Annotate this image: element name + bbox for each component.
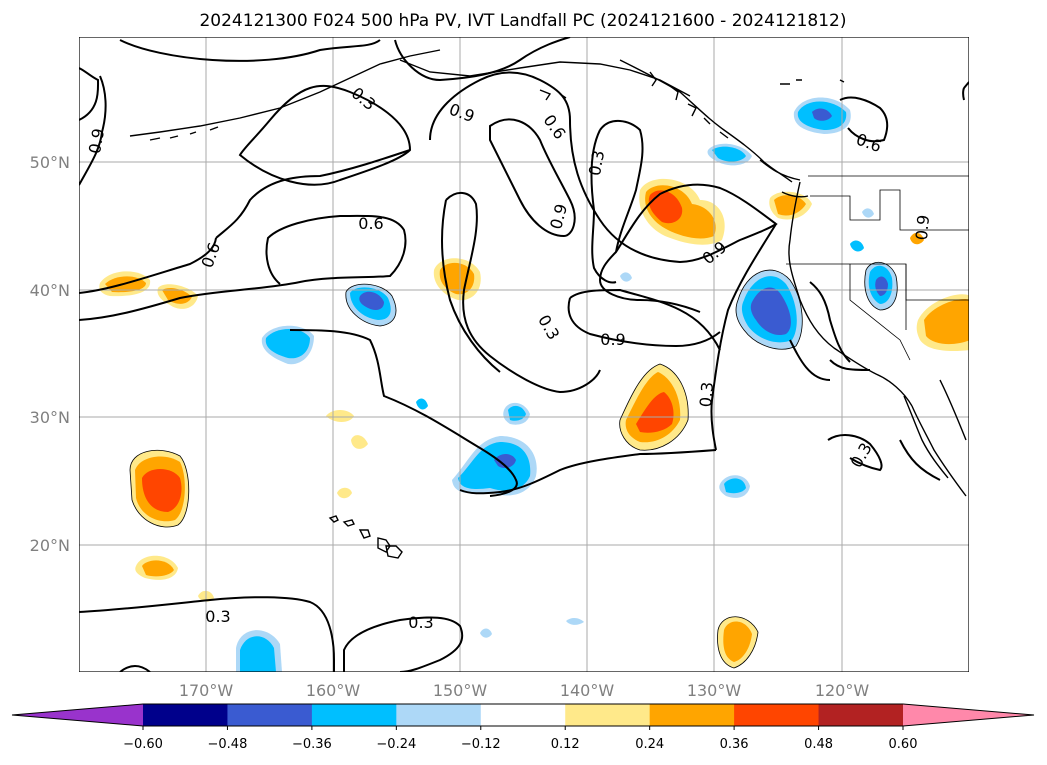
negative-anomaly xyxy=(864,262,898,310)
lon-label: 170°W xyxy=(179,681,234,700)
lat-label: 20°N xyxy=(30,536,70,555)
contour-label: 0.3 xyxy=(205,607,230,626)
lat-label: 50°N xyxy=(30,153,70,172)
colorbar-segment xyxy=(143,704,228,726)
lon-label: 150°W xyxy=(433,681,488,700)
contour-label: 0.3 xyxy=(696,381,717,408)
contour-label: 0.9 xyxy=(600,330,625,349)
negative-anomaly xyxy=(707,143,752,166)
colorbar-segment xyxy=(311,704,397,726)
colorbar-tick-label: −0.36 xyxy=(292,737,332,752)
contour-label: 0.9 xyxy=(912,214,933,241)
positive-anomaly xyxy=(769,191,812,220)
gridlines xyxy=(79,37,969,672)
lon-label: 160°W xyxy=(306,681,361,700)
negative-anomaly xyxy=(793,97,851,134)
colorbar-tick-label: 0.48 xyxy=(804,737,833,752)
positive-anomaly xyxy=(337,487,352,499)
colorbar-segment xyxy=(227,704,313,726)
negative-anomaly xyxy=(345,284,396,326)
contour-label: 0.9 xyxy=(85,127,108,155)
colorbar-extend-min xyxy=(12,704,143,726)
colorbar-tick-label: 0.60 xyxy=(889,737,918,752)
contour-label: 0.3 xyxy=(585,149,608,177)
colorbar-tick-label: 0.36 xyxy=(720,737,749,752)
colorbar-tick-label: −0.24 xyxy=(376,737,416,752)
colorbar-segment xyxy=(565,704,651,726)
negative-anomaly xyxy=(416,398,428,410)
positive-anomaly xyxy=(135,555,178,580)
positive-anomaly xyxy=(619,364,689,451)
colorbar-segment xyxy=(818,704,904,726)
colorbar-segment xyxy=(734,704,820,726)
positive-anomaly xyxy=(916,294,969,351)
negative-anomaly xyxy=(862,208,874,218)
colorbar-tick-label: −0.48 xyxy=(208,737,248,752)
negative-anomaly xyxy=(480,628,492,638)
map-panel: 0.9 0.3 0.9 0.6 0.3 0.9 0.6 0.6 0.6 0.9 … xyxy=(79,37,969,672)
positive-anomaly xyxy=(639,178,725,245)
colorbar-segment xyxy=(480,704,566,726)
negative-anomaly xyxy=(566,618,584,625)
lon-label: 120°W xyxy=(815,681,870,700)
lat-label: 30°N xyxy=(30,408,70,427)
lon-label: 130°W xyxy=(687,681,742,700)
colorbar-extend-max xyxy=(903,704,1034,726)
latitude-axis: 50°N 40°N 30°N 20°N xyxy=(30,153,70,555)
lat-label: 40°N xyxy=(30,281,70,300)
negative-anomaly xyxy=(261,325,314,365)
positive-anomaly xyxy=(351,435,368,449)
colorbar-tick-label: −0.12 xyxy=(461,737,501,752)
colorbar-tick-label: 0.12 xyxy=(551,737,580,752)
colorbar-tick-label: 0.24 xyxy=(635,737,664,752)
lon-label: 140°W xyxy=(560,681,615,700)
longitude-axis: 170°W 160°W 150°W 140°W 130°W 120°W xyxy=(179,681,870,700)
negative-anomaly xyxy=(620,272,632,282)
shading-layer xyxy=(99,97,969,672)
pv-contours xyxy=(79,37,969,672)
colorbar-segment xyxy=(396,704,482,726)
negative-anomaly xyxy=(850,240,864,252)
positive-anomaly xyxy=(910,232,924,245)
contour-label: 0.3 xyxy=(408,613,433,632)
colorbar: −0.60 −0.48 −0.36 −0.24 −0.12 0.12 0.24 0.36 0.4… xyxy=(11,703,1035,752)
negative-anomaly xyxy=(719,475,750,498)
positive-anomaly xyxy=(717,616,758,668)
map-title: 2024121300 F024 500 hPa PV, IVT Landfall… xyxy=(199,11,846,31)
positive-anomaly xyxy=(130,450,189,528)
contour-label: 0.6 xyxy=(358,214,383,233)
political-borders xyxy=(786,175,969,361)
coastlines xyxy=(129,49,967,559)
colorbar-tick-label: −0.60 xyxy=(123,737,163,752)
colorbar-segment xyxy=(649,704,735,726)
negative-anomaly xyxy=(236,630,282,672)
thin-contours xyxy=(129,262,898,669)
